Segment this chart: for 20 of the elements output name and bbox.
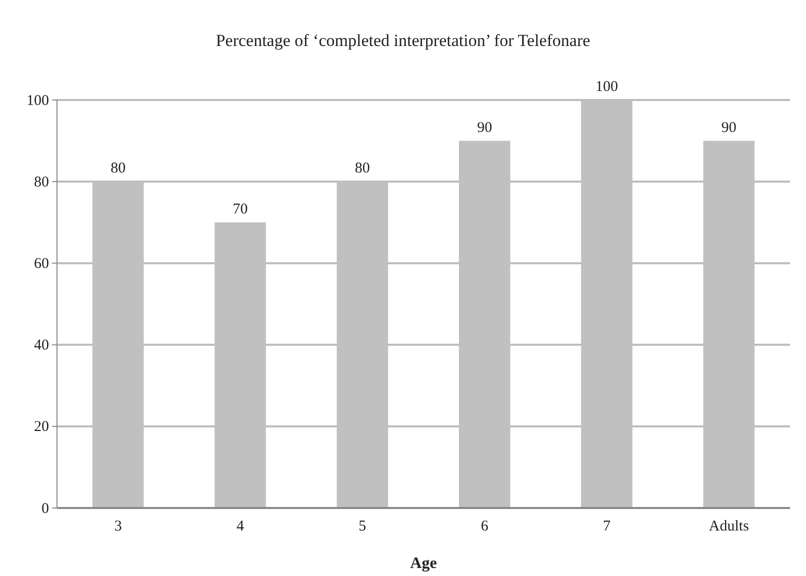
x-tick-label: 7 bbox=[603, 518, 611, 535]
data-label: 80 bbox=[110, 160, 126, 177]
x-axis-title: Age bbox=[410, 555, 437, 572]
x-tick-label: 6 bbox=[480, 518, 489, 535]
y-tick-label: 100 bbox=[26, 92, 49, 109]
y-tick-label: 40 bbox=[34, 338, 49, 354]
chart-title: Percentage of ‘completed interpretation’ for Telefonare bbox=[216, 31, 590, 50]
y-tick-label: 20 bbox=[34, 419, 49, 436]
data-label: 90 bbox=[477, 120, 492, 136]
y-tick-label: 80 bbox=[34, 174, 49, 190]
data-label: 70 bbox=[232, 201, 248, 218]
x-tick-label: 4 bbox=[236, 518, 244, 535]
y-tick-label: 60 bbox=[34, 256, 49, 272]
data-label: 100 bbox=[596, 79, 618, 95]
data-label: 80 bbox=[354, 160, 370, 177]
x-tick-label: 3 bbox=[114, 518, 122, 535]
x-tick-label: 5 bbox=[358, 518, 366, 535]
data-label: 90 bbox=[721, 120, 736, 136]
y-tick-label: 0 bbox=[42, 500, 49, 517]
x-tick-label: Adults bbox=[708, 518, 750, 535]
